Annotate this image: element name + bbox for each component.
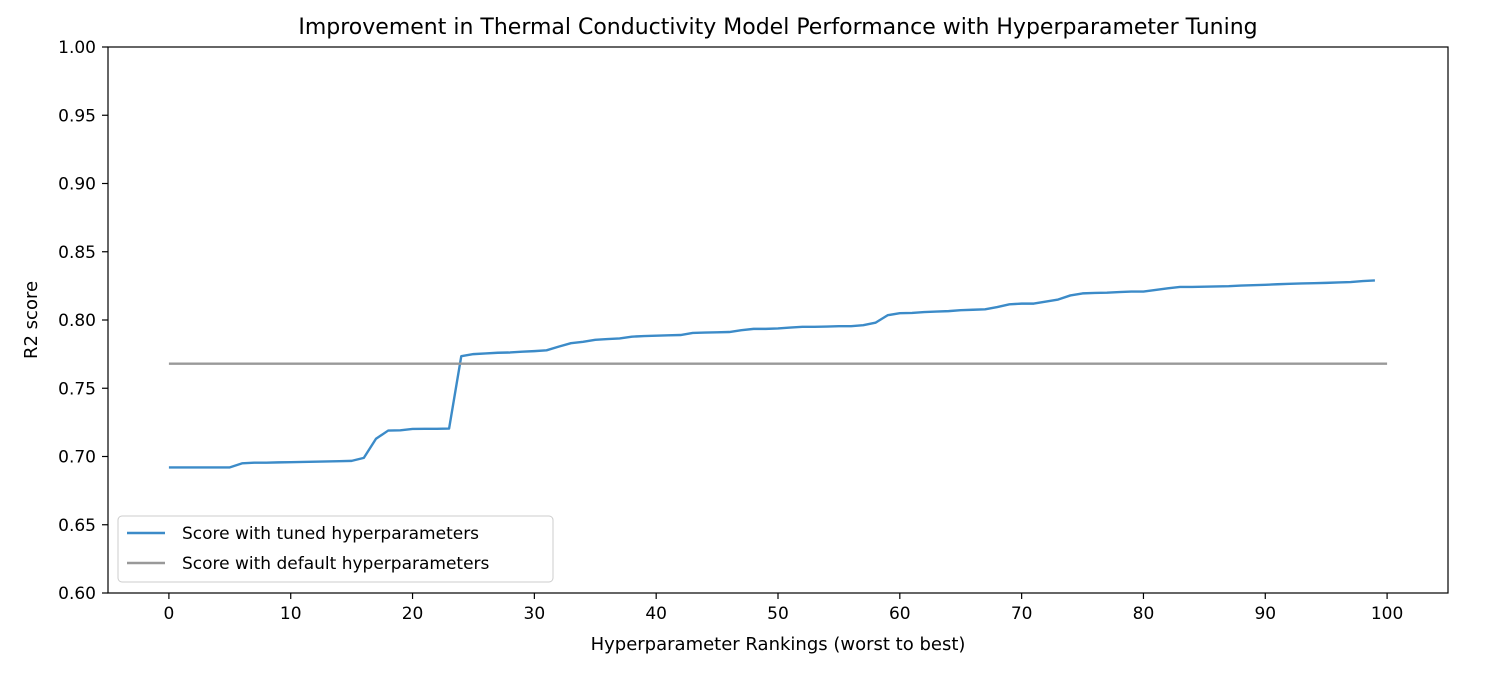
y-tick-label: 0.70 xyxy=(58,448,96,468)
x-axis-label: Hyperparameter Rankings (worst to best) xyxy=(591,634,966,655)
x-tick-label: 100 xyxy=(1371,604,1403,624)
x-tick-label: 30 xyxy=(524,604,546,624)
legend-box xyxy=(117,515,554,583)
y-axis-label: R2 score xyxy=(21,281,42,359)
y-tick-label: 0.90 xyxy=(58,175,96,195)
chart-title: Improvement in Thermal Conductivity Mode… xyxy=(298,15,1257,40)
x-tick-label: 80 xyxy=(1133,604,1155,624)
y-tick-label: 1.00 xyxy=(58,38,96,58)
x-tick-label: 50 xyxy=(767,604,789,624)
x-tick-label: 60 xyxy=(889,604,911,624)
y-tick-label: 0.95 xyxy=(58,106,96,126)
y-tick-label: 0.60 xyxy=(58,584,96,604)
y-tick-label: 0.65 xyxy=(58,516,96,536)
y-tick-label: 0.75 xyxy=(58,379,96,399)
x-tick-label: 10 xyxy=(280,604,302,624)
legend-label: Score with default hyperparameters xyxy=(182,554,490,574)
x-axis: 0 10 20 30 40 50 60 70 80 90 100 xyxy=(163,593,1403,624)
x-tick-label: 90 xyxy=(1254,604,1276,624)
y-axis: 0.60 0.65 0.70 0.75 0.80 0.85 0.90 0.95 1.00 xyxy=(58,38,108,604)
x-tick-label: 20 xyxy=(402,604,424,624)
legend-label: Score with tuned hyperparameters xyxy=(182,524,479,544)
series-layer xyxy=(168,279,1388,469)
x-tick-label: 70 xyxy=(1011,604,1033,624)
tuned-score-line xyxy=(168,279,1375,469)
legend: Score with tuned hyperparameters Score wi… xyxy=(117,515,554,583)
y-tick-label: 0.85 xyxy=(58,243,96,263)
y-tick-label: 0.80 xyxy=(58,311,96,331)
x-tick-label: 40 xyxy=(645,604,667,624)
x-tick-label: 0 xyxy=(163,604,174,624)
plot-frame xyxy=(107,46,1449,594)
